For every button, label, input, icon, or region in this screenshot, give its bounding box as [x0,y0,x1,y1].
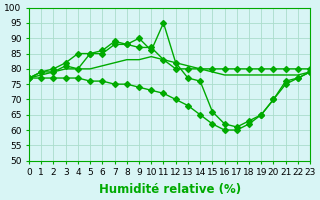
X-axis label: Humidité relative (%): Humidité relative (%) [99,183,241,196]
